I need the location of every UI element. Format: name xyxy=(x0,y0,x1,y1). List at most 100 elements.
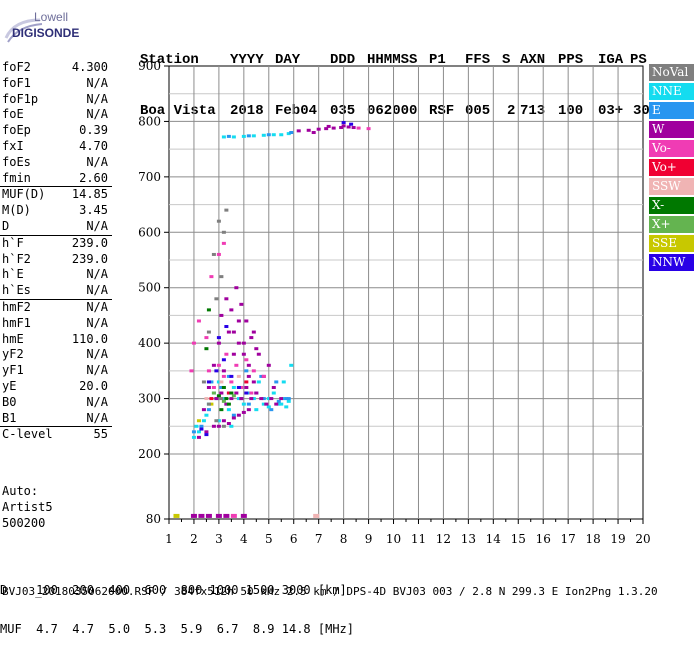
param-value: 2.60 xyxy=(79,170,108,185)
param-row: foF1 N/A xyxy=(0,76,112,92)
param-name: foE xyxy=(2,107,24,122)
param-row: h`Es N/A xyxy=(0,283,112,299)
data-point-nne xyxy=(251,134,256,138)
data-point-w xyxy=(229,397,234,401)
data-point-w xyxy=(346,125,351,129)
param-name: h`E xyxy=(2,267,24,282)
header-label-6: FFS xyxy=(465,52,491,68)
data-point-w xyxy=(339,126,344,130)
chart-grid xyxy=(168,65,644,520)
param-row: C-level 55 xyxy=(0,427,112,443)
data-point-nne xyxy=(226,408,231,412)
header-value-6: 005 xyxy=(465,103,491,119)
param-row: hmE 110.0 xyxy=(0,332,112,348)
data-point-e xyxy=(286,397,291,401)
data-point-e xyxy=(276,399,281,403)
header-label-4: HHMMSS xyxy=(367,52,418,68)
data-point-e xyxy=(246,402,251,406)
param-row: B1 N/A xyxy=(0,411,112,427)
data-point-w xyxy=(234,286,239,290)
data-point-w xyxy=(326,124,331,128)
data-point-w xyxy=(224,297,229,301)
y-tick-label: 400 xyxy=(138,336,161,350)
param-row: M(D) 3.45 xyxy=(0,203,112,219)
data-point-nne xyxy=(254,408,259,412)
data-point-nne xyxy=(279,402,284,406)
data-point-e xyxy=(219,385,224,389)
params-separator xyxy=(0,298,112,300)
data-point-vo xyxy=(244,380,249,384)
param-row: foEs N/A xyxy=(0,155,112,171)
data-point-w xyxy=(279,397,284,401)
data-point-w xyxy=(241,341,246,345)
param-row: foEp 0.39 xyxy=(0,123,112,139)
params-separator xyxy=(0,186,112,188)
baseline-marker xyxy=(215,513,222,518)
data-point-nnw xyxy=(221,358,226,362)
data-point-vo xyxy=(216,252,221,256)
legend-item-e: E xyxy=(649,102,694,119)
logo-swoosh-icon xyxy=(4,18,43,43)
baseline-marker xyxy=(223,513,230,518)
param-value: N/A xyxy=(86,283,108,298)
x-tick-label: 15 xyxy=(511,532,526,546)
data-point-nne xyxy=(271,391,276,395)
data-point-x xyxy=(224,397,229,401)
header-value-10: 03+ xyxy=(598,103,624,119)
legend-item-x: X- xyxy=(649,197,694,214)
param-name: foEp xyxy=(2,123,31,138)
header-label-8: AXN xyxy=(520,52,546,68)
data-point-vo xyxy=(196,319,201,323)
data-point-nne xyxy=(251,397,256,401)
x-tick-label: 17 xyxy=(561,532,576,546)
header-labels: Station YYYY DAY DDD HHMMSS P1 FFS S AXN PPS IGA PS xyxy=(140,52,647,69)
color-legend: NoVal NNE E W Vo- Vo+ SSW X- X+ SSE NNW xyxy=(649,64,694,273)
data-point-w xyxy=(236,319,241,323)
distance-row: D 100 200 400 600 800 1000 1500 3000 [km… xyxy=(0,583,347,597)
param-value: N/A xyxy=(86,363,108,378)
data-point-w xyxy=(224,402,229,406)
data-point-vo xyxy=(239,385,244,389)
data-point-w xyxy=(226,330,231,334)
data-point-w xyxy=(246,374,251,378)
param-name: h`F xyxy=(2,235,24,250)
param-value: 4.300 xyxy=(71,60,108,74)
x-tick-label: 4 xyxy=(240,532,248,546)
data-point-nne xyxy=(256,380,261,384)
y-tick-label: 300 xyxy=(138,392,161,406)
x-tick-label: 7 xyxy=(315,532,323,546)
param-value: 239.0 xyxy=(71,235,108,250)
data-point-w xyxy=(236,341,241,345)
data-point-nne xyxy=(281,380,286,384)
param-value: 0.39 xyxy=(79,123,108,138)
baseline-marker xyxy=(230,513,237,518)
data-point-w xyxy=(311,131,316,135)
data-point-w xyxy=(216,341,221,345)
data-point-nne xyxy=(204,413,209,417)
x-tick-label: 11 xyxy=(411,532,426,546)
x-tick-label: 1 xyxy=(165,532,173,546)
data-point-nne xyxy=(266,397,271,401)
data-point-w xyxy=(206,385,211,389)
data-point-x xyxy=(206,308,211,312)
data-point-x xyxy=(231,394,236,398)
param-value: N/A xyxy=(86,107,108,122)
data-point-vo xyxy=(209,397,214,401)
data-point-w xyxy=(226,422,231,426)
data-point-vo xyxy=(244,358,249,362)
data-point-vo xyxy=(229,380,234,384)
header-value-3: 035 xyxy=(330,103,356,119)
data-point-nne xyxy=(279,133,284,137)
header-label-5: P1 xyxy=(429,52,446,68)
header-label-1: YYYY xyxy=(230,52,264,68)
data-point-e xyxy=(284,397,289,401)
data-point-w xyxy=(231,330,236,334)
data-point-w xyxy=(219,313,224,317)
param-name: yF2 xyxy=(2,347,24,362)
data-point-w xyxy=(239,302,244,306)
param-value: N/A xyxy=(86,91,108,106)
baseline-marker xyxy=(190,513,197,518)
param-value: N/A xyxy=(86,315,108,330)
header-value-7: 2 xyxy=(507,103,516,119)
